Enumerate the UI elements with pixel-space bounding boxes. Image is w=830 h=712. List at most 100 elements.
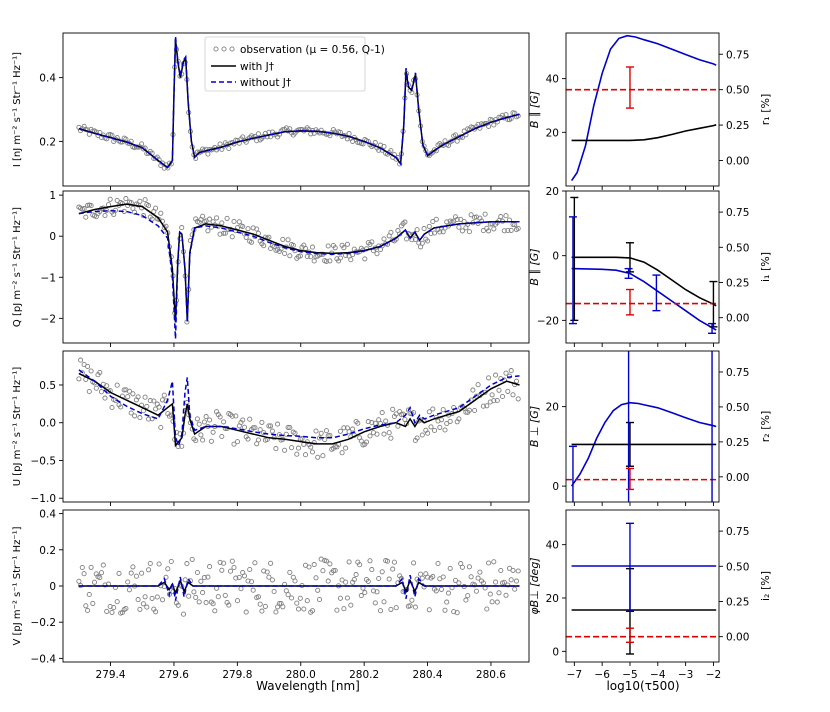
observation-point (221, 230, 227, 236)
observation-point (374, 589, 380, 595)
observation-point (205, 574, 211, 580)
y-axis-label: φB⊥ [deg] (528, 557, 541, 614)
x-tick-label: 279.6 (159, 669, 189, 681)
observation-point (257, 601, 263, 607)
observation-point (435, 560, 441, 567)
observation-point (503, 213, 509, 219)
observation-point (203, 600, 209, 606)
observation-point (452, 132, 459, 138)
legend-observation-marker (221, 46, 227, 52)
observation-point (468, 574, 474, 580)
observation-point (482, 211, 488, 217)
observation-point (370, 588, 377, 594)
observation-point (86, 591, 92, 598)
observation-point (132, 413, 138, 419)
axes-frame (565, 509, 720, 663)
observation-point (226, 602, 232, 608)
observation-point (282, 447, 288, 453)
observation-point (323, 558, 329, 564)
observation-point (104, 383, 110, 389)
observation-point (430, 406, 436, 412)
line-without-j (78, 209, 520, 339)
observation-point (269, 577, 275, 583)
y2-tick-label: 0.75 (726, 49, 749, 61)
observation-point (144, 604, 150, 610)
axes-frame (565, 350, 720, 503)
observation-point (323, 258, 329, 264)
observation-point (355, 420, 361, 426)
observation-point (137, 198, 143, 204)
observation-point (419, 432, 425, 438)
observation-point (337, 255, 343, 261)
observation-point (221, 419, 227, 425)
observation-point (217, 559, 223, 565)
observation-point (262, 603, 268, 609)
observation-point (309, 608, 316, 614)
observation-point (261, 243, 267, 249)
x-tick-label: −4 (650, 669, 666, 681)
observation-point (374, 251, 380, 257)
y-tick-label: 40 (546, 540, 559, 552)
observation-point (234, 439, 241, 445)
observation-point (494, 397, 500, 404)
observation-point (275, 421, 281, 427)
y-tick-label: 0 (49, 231, 56, 243)
observation-point (390, 406, 396, 412)
observation-point (425, 574, 431, 580)
observation-point (472, 407, 478, 414)
observation-point (491, 122, 497, 128)
observation-point (224, 215, 230, 221)
observation-point (212, 608, 218, 614)
observation-point (362, 590, 368, 596)
observation-point (221, 560, 227, 566)
observation-point (501, 228, 507, 234)
observation-point (88, 368, 94, 374)
observation-point (308, 254, 314, 260)
x-tick-label: −2 (706, 669, 721, 681)
observation-point (437, 424, 443, 430)
observation-point (301, 606, 307, 612)
observation-point (102, 395, 108, 401)
observation-point (102, 582, 108, 588)
observation-point (381, 431, 387, 437)
panel-bperp: 0 20 0.00 0.25 0.50 0.75 B ⊥ [G] r₂ [%] (528, 350, 772, 506)
observation-point (486, 228, 492, 234)
observation-point (402, 219, 408, 225)
observation-point (146, 567, 152, 573)
observation-point (496, 387, 502, 393)
observation-point (243, 234, 249, 240)
observation-point (205, 151, 211, 157)
y2-tick-label: 0.25 (726, 120, 749, 132)
axes-frame (62, 32, 530, 187)
observation-point (388, 229, 394, 235)
observation-point (250, 587, 256, 593)
observation-point (484, 606, 490, 612)
observation-point (466, 229, 472, 235)
observation-point (252, 425, 258, 431)
observation-point (283, 431, 289, 437)
observation-point (97, 369, 103, 375)
observation-point (438, 417, 445, 423)
observation-point (109, 404, 115, 411)
observation-point (377, 420, 384, 427)
observation-point (475, 575, 481, 581)
observation-point (515, 396, 521, 402)
plot-area (566, 351, 719, 502)
observation-point (231, 441, 237, 447)
observation-point (231, 564, 237, 571)
observation-point (163, 398, 169, 404)
y2-tick-label: 0.50 (726, 85, 749, 97)
observation-point (247, 416, 253, 422)
observation-point (193, 438, 199, 444)
plot-area (566, 522, 719, 655)
line-with-j (78, 372, 520, 448)
observation-point (508, 227, 514, 233)
observation-point (430, 218, 436, 225)
observation-point (512, 222, 518, 228)
observation-point (444, 599, 450, 605)
observation-point (465, 593, 471, 599)
observation-point (125, 394, 131, 400)
observation-point (428, 230, 434, 237)
observation-point (123, 605, 129, 612)
observation-point (513, 378, 520, 384)
